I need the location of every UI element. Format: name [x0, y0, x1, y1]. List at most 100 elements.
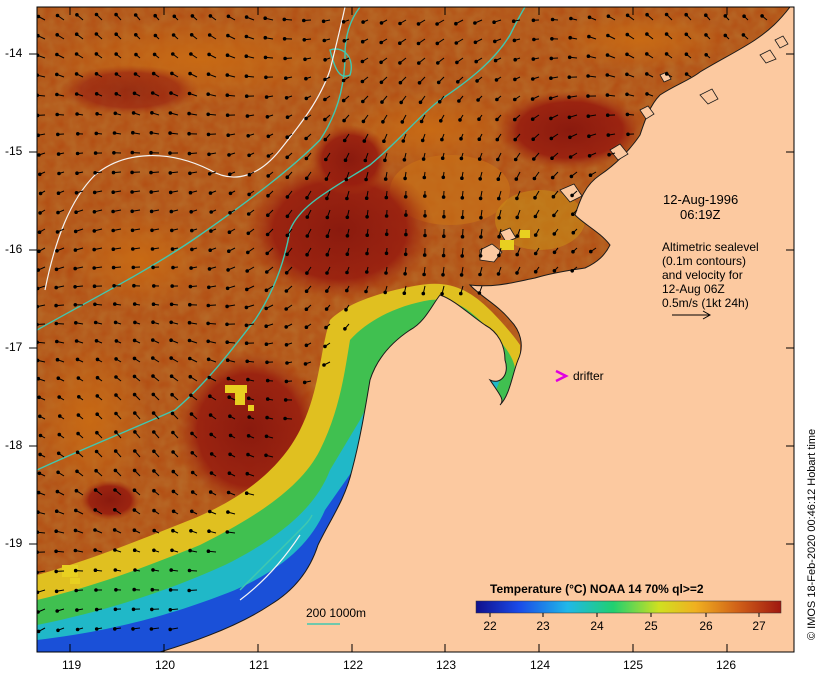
velocity-arrow-head — [265, 360, 269, 365]
velocity-arrow-head — [441, 273, 445, 277]
velocity-arrow-head — [114, 375, 118, 379]
velocity-arrow-head — [341, 20, 346, 24]
velocity-arrow-head — [398, 41, 402, 46]
velocity-arrow-head — [263, 35, 268, 40]
velocity-arrow-head — [132, 548, 137, 553]
velocity-arrow-head — [95, 430, 99, 435]
colorbar-ticks — [489, 613, 760, 617]
velocity-arrow-head — [704, 13, 708, 17]
velocity-arrow-head — [168, 171, 173, 175]
velocity-arrow-head — [55, 92, 59, 97]
velocity-arrow-head — [245, 287, 249, 292]
velocity-arrow-head — [284, 379, 289, 384]
velocity-arrow-head — [55, 230, 60, 234]
lat-label: -16 — [5, 242, 23, 256]
velocity-arrow-head — [168, 627, 172, 632]
velocity-arrow-head — [132, 302, 137, 306]
velocity-arrow-head — [496, 177, 501, 181]
velocity-arrow-head — [76, 431, 80, 436]
velocity-arrow-head — [114, 430, 118, 434]
velocity-arrow-head — [54, 303, 58, 308]
velocity-arrow-head — [605, 53, 610, 57]
velocity-arrow-head — [38, 191, 43, 196]
velocity-arrow-head — [515, 234, 520, 238]
velocity-arrow-head — [77, 395, 81, 399]
velocity-arrow-head — [605, 113, 610, 117]
velocity-arrow-head — [323, 77, 327, 82]
velocity-arrow-head — [168, 608, 173, 612]
velocity-arrow-head — [384, 214, 389, 218]
velocity-arrow-head — [113, 111, 118, 116]
lon-label: 120 — [155, 658, 176, 672]
velocity-arrow-head — [56, 132, 60, 137]
velocity-arrow-head — [265, 251, 270, 256]
velocity-arrow-head — [94, 32, 99, 36]
velocity-arrow-head — [226, 268, 230, 272]
velocity-arrow-head — [225, 93, 230, 97]
velocity-arrow-head — [73, 229, 78, 234]
velocity-arrow-head — [228, 191, 233, 196]
velocity-arrow-head — [73, 528, 78, 533]
velocity-arrow-head — [459, 136, 463, 141]
velocity-arrow-head — [74, 52, 79, 56]
colorbar-tick: 23 — [536, 619, 550, 633]
velocity-arrow-head — [74, 508, 78, 513]
velocity-arrow-head — [304, 116, 308, 121]
velocity-arrow-head — [265, 270, 269, 274]
velocity-arrow-head — [454, 21, 458, 26]
velocity-arrow-head — [37, 249, 41, 254]
land-mass — [159, 7, 794, 652]
velocity-arrow-head — [421, 157, 426, 161]
velocity-arrow-head — [422, 253, 427, 257]
velocity-arrow-head — [114, 411, 118, 416]
velocity-arrow-head — [285, 195, 290, 199]
velocity-arrow-head — [172, 14, 177, 19]
velocity-arrow-head — [113, 449, 118, 453]
velocity-arrow-head — [209, 210, 213, 214]
velocity-arrow-head — [187, 91, 192, 96]
lon-label: 122 — [343, 658, 364, 672]
velocity-arrow-head — [133, 411, 137, 415]
velocity-arrow-head — [549, 136, 554, 141]
velocity-arrow-head — [304, 96, 309, 101]
velocity-arrow-head — [549, 76, 553, 80]
velocity-arrow-head — [418, 100, 423, 105]
velocity-arrow-head — [530, 117, 535, 121]
velocity-arrow-head — [151, 374, 155, 378]
velocity-arrow-head — [151, 392, 156, 397]
velocity-arrow-head — [152, 52, 157, 57]
velocity-arrow-head — [302, 38, 307, 42]
velocity-arrow-head — [514, 177, 519, 181]
velocity-arrow-head — [188, 190, 193, 195]
velocity-arrow-head — [404, 232, 408, 237]
velocity-arrow-head — [569, 16, 573, 21]
velocity-arrow-head — [113, 568, 118, 572]
velocity-arrow-head — [246, 434, 251, 438]
velocity-arrow-head — [94, 339, 99, 343]
velocity-arrow-head — [75, 171, 79, 175]
velocity-arrow-head — [264, 75, 268, 80]
velocity-arrow-head — [131, 265, 136, 270]
velocity-arrow-head — [264, 95, 269, 99]
velocity-arrow-head — [54, 267, 59, 272]
velocity-arrow-head — [571, 212, 575, 216]
velocity-arrow-head — [152, 528, 156, 533]
velocity-arrow-head — [130, 150, 135, 155]
velocity-arrow-head — [55, 609, 60, 613]
velocity-arrow-head — [478, 177, 483, 181]
velocity-arrow-head — [227, 153, 231, 157]
velocity-arrow-head — [151, 302, 156, 307]
velocity-arrow-head — [226, 33, 230, 38]
velocity-arrow-head — [225, 286, 230, 291]
isobath-200m — [37, 7, 361, 331]
velocity-arrow-head — [75, 608, 79, 612]
velocity-arrow-head — [149, 190, 153, 194]
velocity-arrow-head — [265, 232, 270, 237]
velocity-arrow-head — [54, 569, 59, 574]
colorbar — [475, 600, 782, 614]
velocity-arrow-head — [460, 176, 464, 180]
velocity-arrow-head — [477, 117, 481, 121]
velocity-arrow-head — [345, 270, 349, 275]
velocity-arrow-head — [477, 157, 482, 161]
velocity-arrow-head — [264, 342, 269, 347]
